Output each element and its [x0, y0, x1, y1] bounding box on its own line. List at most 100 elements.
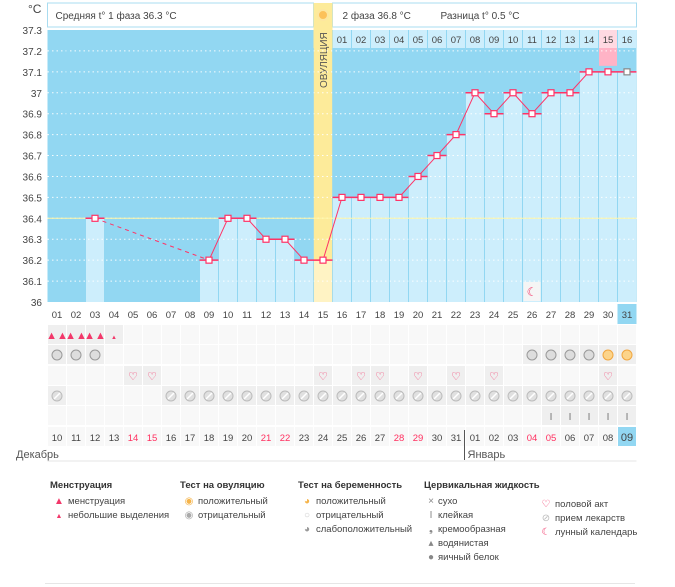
cycle-day-label: 29 [584, 310, 595, 321]
pill-icon-mark [490, 392, 498, 400]
day-cell [276, 406, 294, 425]
day-cell [124, 325, 142, 344]
day-cell [143, 406, 161, 425]
cycle-day-label: 07 [166, 310, 177, 321]
day-cell [352, 406, 370, 425]
day-cell [371, 325, 389, 344]
legend-label: слабоположительный [316, 524, 413, 535]
temperature-point [91, 214, 99, 222]
cycle-day-label: 15 [318, 310, 329, 321]
temperature-point [357, 193, 365, 201]
date-label: 31 [451, 433, 462, 444]
phase2-day-label: 10 [508, 35, 519, 46]
date-label: 06 [565, 433, 576, 444]
cycle-day-label: 31 [622, 310, 633, 321]
month-label-january: Январь [468, 449, 506, 461]
date-cell [485, 427, 503, 446]
date-label: 20 [242, 433, 253, 444]
phase2-day-label: 15 [603, 35, 614, 46]
y-axis-unit: °C [28, 2, 42, 16]
positive-ovulation-icon: ◉ [184, 496, 194, 507]
day-cell [181, 366, 199, 385]
day-cell [561, 366, 579, 385]
menstruation-icon: ▲▲ [46, 330, 68, 342]
phase2-day-cell [599, 30, 617, 48]
temperature-point [433, 151, 441, 160]
date-cell [314, 427, 332, 446]
date-cell [371, 427, 389, 446]
cycle-day-label: 14 [299, 310, 310, 321]
date-cell [561, 427, 579, 446]
day-cell [371, 345, 389, 364]
day-cell [523, 366, 541, 385]
day-cell [86, 366, 104, 385]
legend-label: положительный [316, 496, 386, 507]
pill-icon-mark [509, 392, 517, 400]
phase2-day-cell [409, 30, 427, 48]
date-label: 26 [356, 433, 367, 444]
phase2-day-cell [504, 30, 522, 48]
day-cell [124, 345, 142, 364]
cycle-day-label: 21 [432, 310, 443, 321]
phase2-day-label: 01 [337, 35, 348, 46]
temperature-point [338, 193, 346, 201]
temperature-point [319, 256, 327, 264]
legend-label: положительный [198, 496, 268, 507]
temperature-point [452, 131, 460, 139]
date-cell [86, 427, 104, 446]
today-highlight [618, 427, 636, 446]
sticky-icon: I [550, 412, 553, 423]
date-label: 18 [204, 433, 215, 444]
pill-icon-mark [53, 392, 61, 400]
pill-icon-mark [262, 392, 270, 400]
day-cell [542, 366, 560, 385]
spotting-icon: ▲ [55, 513, 63, 520]
phase2-average: 2 фаза 36.8 °C [343, 10, 411, 22]
date-label: 10 [52, 433, 63, 444]
legend-title: Тест на беременность [298, 480, 403, 491]
day-cell [409, 325, 427, 344]
legend-other: ♡ половой акт ⊘ прием лекарств ☾ лунный кал… [537, 498, 638, 540]
day-cell [181, 325, 199, 344]
day-cell [504, 366, 522, 385]
date-label: 09 [621, 432, 633, 444]
day-cell [105, 386, 123, 405]
phase2-day-label: 14 [584, 35, 595, 46]
phase2-day-label: 12 [546, 35, 557, 46]
day-cell [295, 325, 313, 344]
date-label: 12 [90, 433, 101, 444]
day-cell [428, 345, 446, 364]
sticky-icon: I [626, 412, 629, 423]
y-tick-label: 37.1 [23, 68, 43, 79]
date-label: 16 [166, 433, 177, 444]
date-cell [181, 427, 199, 446]
date-label: 24 [318, 433, 329, 444]
date-label: 29 [413, 433, 424, 444]
day-cell [466, 345, 484, 364]
date-cell [105, 427, 123, 446]
phase2-day-label: 03 [375, 35, 386, 46]
day-cell [219, 406, 237, 425]
day-cell [504, 325, 522, 344]
pill-icon-mark [338, 392, 346, 400]
y-tick-label: 36.3 [23, 235, 43, 246]
pill-icon-mark [224, 392, 232, 400]
legend-pregnancy-test: Тест на беременность ◕ положительный ○ отр… [298, 480, 412, 537]
day-cell [105, 406, 123, 425]
pill-icon-mark [205, 392, 213, 400]
y-tick-label: 36.9 [23, 110, 43, 121]
cycle-day-label: 23 [470, 310, 481, 321]
menstruation-icon: ▲▲ [65, 330, 87, 342]
phase2-day-cell [542, 30, 560, 48]
day-cell [371, 406, 389, 425]
temperature-point [395, 193, 403, 201]
day-cell [257, 345, 275, 364]
legend-label: клейкая [438, 510, 474, 521]
day-cell [48, 406, 66, 425]
temperature-point [300, 256, 308, 264]
legend-label: лунный календарь [555, 527, 638, 538]
temperature-bar [86, 218, 104, 302]
pill-icon-mark [357, 392, 365, 400]
date-cell [48, 427, 66, 446]
cycle-day-label: 12 [261, 310, 272, 321]
